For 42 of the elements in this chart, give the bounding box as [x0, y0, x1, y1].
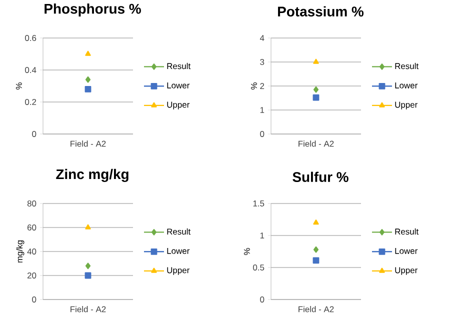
- y-tick-label: 0.6: [25, 35, 36, 41]
- legend-label: Upper: [395, 102, 418, 110]
- y-tick-label: 4: [260, 35, 264, 41]
- chart-title: Potassium %: [278, 6, 364, 17]
- y-tick-label: 0.4: [25, 67, 36, 73]
- y-tick-label: 40: [27, 248, 36, 254]
- x-tick-label: Field - A2: [70, 140, 106, 147]
- y-tick-label: 0.2: [25, 99, 36, 105]
- legend-label: Result: [395, 62, 419, 70]
- legend-label: Lower: [167, 248, 190, 254]
- y-tick-label: 1: [260, 232, 264, 238]
- y-tick-label: 0: [260, 296, 264, 302]
- y-tick-label: 20: [27, 272, 36, 278]
- legend-label: Upper: [395, 267, 418, 275]
- chart-title: Phosphorus %: [44, 3, 141, 16]
- legend-label: Lower: [167, 82, 190, 88]
- legend-label: Upper: [167, 102, 190, 110]
- y-tick-label: 2: [260, 83, 264, 89]
- y-tick-label: 80: [27, 200, 36, 206]
- y-axis-title: %: [16, 82, 22, 90]
- y-axis-title: %: [244, 248, 250, 255]
- y-tick-label: 0: [32, 131, 36, 137]
- x-tick-label: Field - A2: [298, 140, 334, 147]
- y-tick-label: 1.5: [253, 200, 264, 206]
- y-tick-label: 0: [260, 131, 264, 137]
- legend-label: Lower: [395, 248, 418, 254]
- y-axis-title: mg/kg: [16, 240, 24, 262]
- y-tick-label: 0.5: [253, 264, 264, 270]
- y-tick-label: 60: [28, 224, 36, 230]
- x-tick-label: Field - A2: [70, 306, 106, 312]
- legend-label: Result: [395, 228, 419, 235]
- legend-label: Result: [167, 62, 191, 70]
- legend-label: Upper: [167, 267, 190, 275]
- y-tick-label: 1: [260, 107, 264, 113]
- y-axis-title: %: [251, 82, 257, 90]
- chart-title: Zinc mg/kg: [56, 168, 128, 182]
- y-tick-label: 0: [32, 296, 36, 302]
- x-tick-label: Field - A2: [298, 306, 334, 312]
- legend-label: Result: [167, 228, 191, 235]
- y-tick-label: 3: [260, 59, 264, 65]
- chart-title: Sulfur %: [292, 172, 348, 182]
- legend-label: Lower: [395, 82, 418, 88]
